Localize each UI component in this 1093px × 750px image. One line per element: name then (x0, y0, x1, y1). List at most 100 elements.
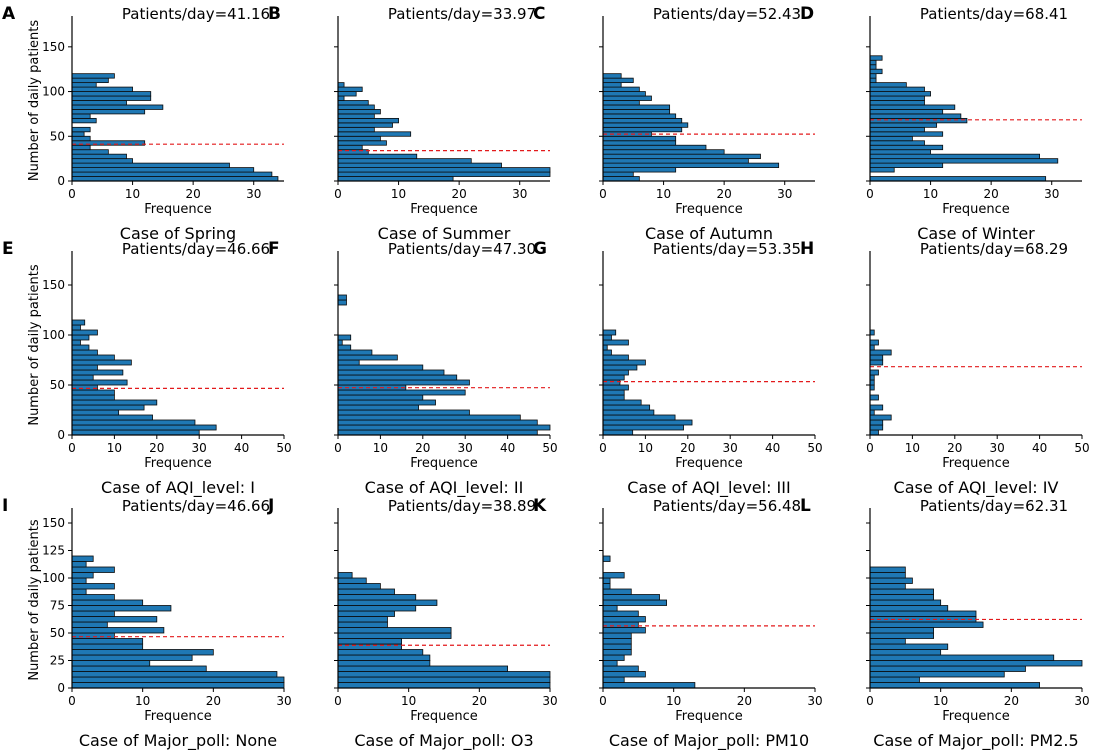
bar (337, 162, 502, 168)
bar (869, 162, 944, 168)
x-axis-label: Frequence (144, 709, 211, 724)
bar (869, 86, 925, 92)
bar (71, 149, 109, 155)
bar (71, 379, 128, 386)
bar (602, 122, 689, 128)
bar (602, 671, 646, 678)
bar (602, 379, 621, 386)
bar (869, 572, 906, 579)
bar (337, 369, 445, 376)
x-tick-label: 30 (1044, 187, 1059, 201)
bar (869, 610, 977, 617)
x-tick-label: 0 (334, 187, 342, 201)
panel-K: 0 10 20 30 Frequence Case of Major_poll: PM10… (533, 496, 823, 750)
x-tick-label: 30 (990, 441, 1005, 455)
panel-D: 0 10 20 30 Frequence Case of Winter Patients/d… (800, 4, 1082, 243)
bar (71, 605, 172, 612)
bar (602, 424, 684, 431)
x-tick-label: 30 (777, 187, 792, 201)
bar (71, 660, 151, 667)
bar (602, 374, 625, 381)
bar (71, 566, 115, 573)
bar (869, 131, 944, 137)
bar (337, 359, 360, 366)
bar (602, 384, 629, 391)
bar (71, 324, 81, 331)
bar (71, 616, 158, 623)
bar (337, 616, 388, 623)
bar (71, 632, 115, 639)
bar (337, 176, 454, 182)
bar (337, 171, 551, 177)
bar (337, 344, 352, 351)
bar (71, 171, 273, 177)
bar (71, 109, 146, 115)
bar (71, 654, 193, 661)
bar (337, 588, 395, 595)
panel-letter: B (268, 4, 281, 24)
x-tick-label: 20 (149, 441, 164, 455)
bar (337, 126, 375, 133)
y-axis-label: Number of daily patients (27, 264, 42, 426)
bar (337, 676, 551, 683)
bar (337, 91, 357, 97)
x-tick-label: 50 (276, 441, 291, 455)
bar (602, 91, 646, 97)
bar (337, 605, 417, 612)
bar (71, 409, 120, 416)
bar (602, 95, 652, 101)
bar (71, 555, 94, 562)
bar (337, 113, 375, 119)
x-tick-label: 40 (500, 441, 515, 455)
bar (337, 122, 393, 128)
x-tick-label: 20 (452, 187, 467, 201)
bar (602, 660, 618, 667)
y-tick-label: 50 (50, 129, 65, 143)
bar (71, 671, 278, 678)
x-tick-label: 20 (1004, 694, 1019, 708)
panel-G: 0 10 20 30 40 50 Frequence Case of AQI_level: I… (533, 239, 823, 498)
panel-caption: Case of Major_poll: PM2.5 (873, 731, 1078, 750)
bar (602, 329, 617, 336)
bar (337, 144, 363, 151)
y-axis-label: Number of daily patients (27, 519, 42, 681)
bar (602, 149, 725, 155)
bar (869, 566, 906, 573)
bar (71, 167, 255, 173)
bar (337, 294, 347, 301)
bar (337, 394, 424, 401)
panel-caption: Case of Autumn (645, 224, 773, 243)
panel-caption: Case of AQI_level: III (627, 478, 790, 498)
bar (71, 162, 230, 168)
bar (71, 649, 214, 656)
bar (602, 73, 622, 79)
bar (337, 334, 352, 341)
bar (602, 100, 640, 106)
bar (869, 158, 1059, 164)
x-tick-label: 30 (542, 694, 557, 708)
bar (602, 404, 651, 411)
bar (337, 572, 353, 579)
bar (869, 409, 875, 416)
bar (337, 404, 419, 411)
bar (71, 104, 164, 110)
bar (602, 354, 629, 361)
x-axis-label: Frequence (144, 202, 211, 217)
bar (337, 135, 381, 142)
bar (869, 95, 925, 101)
y-tick-label: 0 (57, 681, 65, 695)
x-tick-label: 0 (334, 441, 342, 455)
bar (602, 113, 677, 119)
bar (869, 621, 984, 628)
bar (337, 649, 424, 656)
bar (869, 588, 934, 595)
bar (602, 654, 625, 661)
x-tick-label: 30 (723, 441, 738, 455)
bar (602, 577, 611, 584)
panel-letter: H (800, 239, 814, 259)
bar (602, 109, 671, 115)
bar (869, 599, 942, 606)
bar (602, 649, 632, 656)
x-tick-label: 50 (1074, 441, 1089, 455)
